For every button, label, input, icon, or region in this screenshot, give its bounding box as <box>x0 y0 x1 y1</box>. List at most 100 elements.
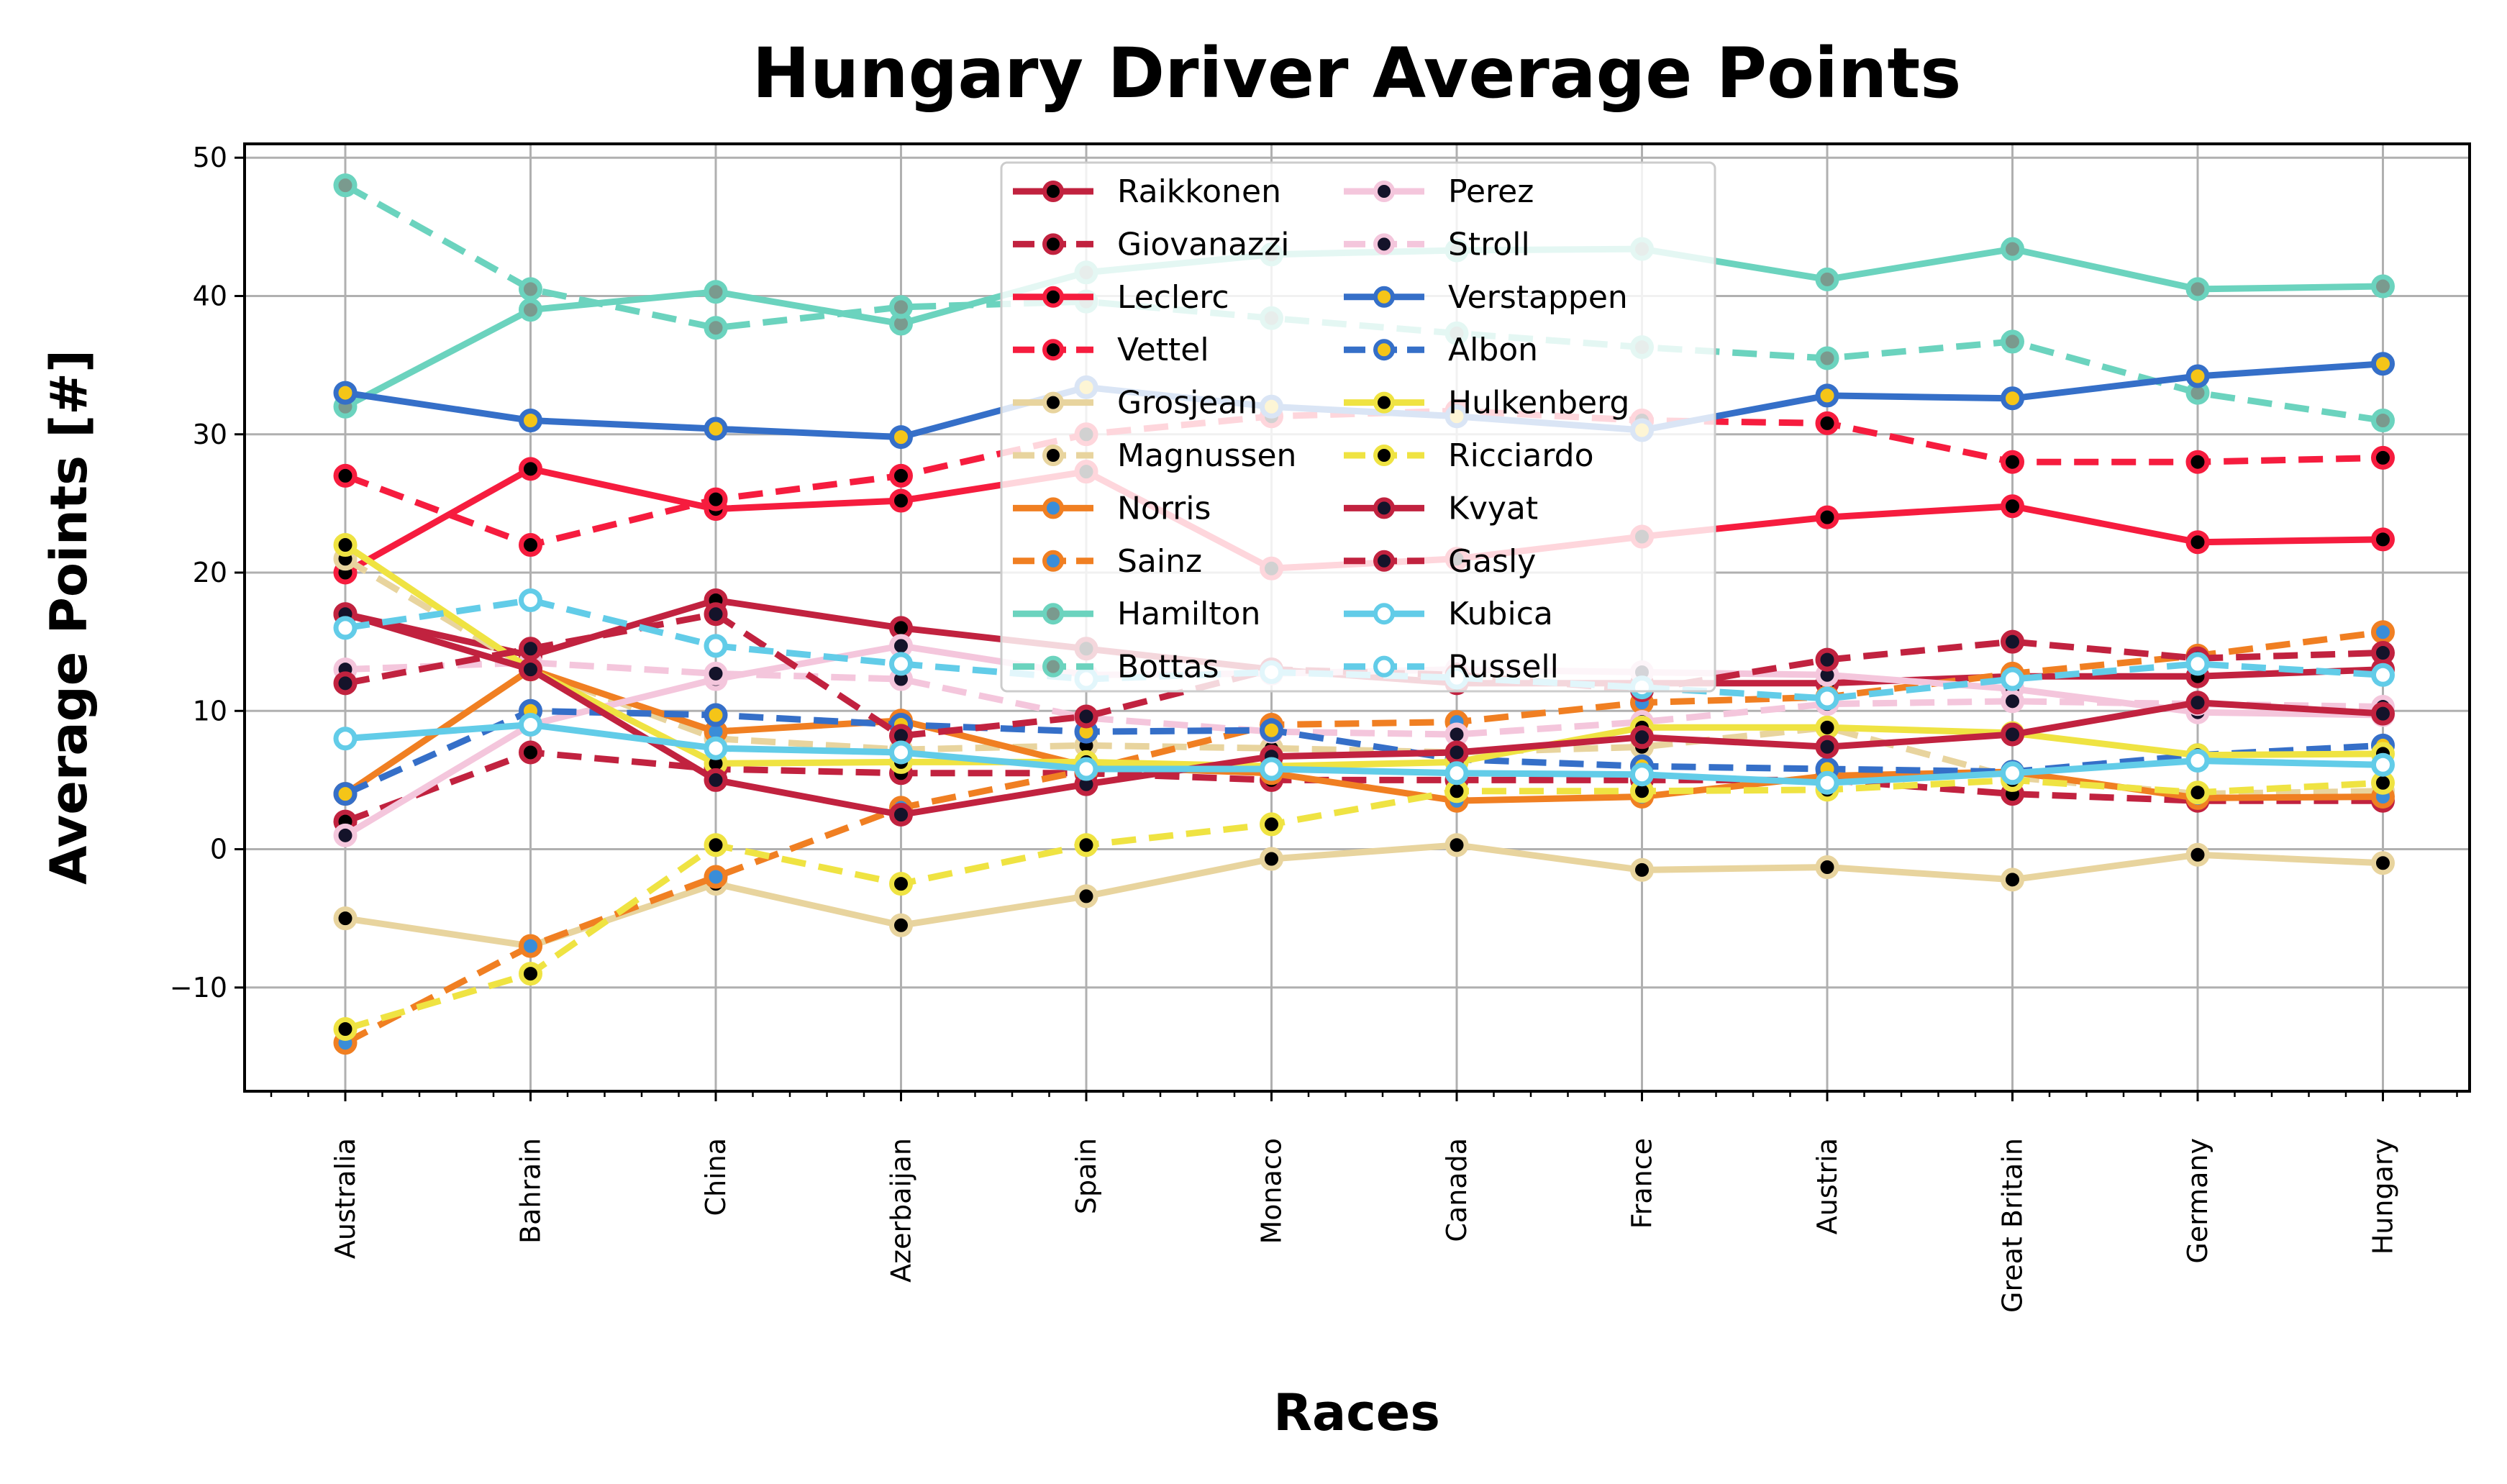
point-leclerc <box>519 457 542 481</box>
series-kubica <box>333 713 2395 795</box>
point-leclerc <box>2001 494 2024 519</box>
legend-label: Hulkenberg <box>1448 385 1629 422</box>
point-kvyat <box>2185 691 2210 715</box>
x-tick-label: Hungary <box>2367 1138 2399 1255</box>
point-grosjean <box>889 913 913 937</box>
chart-title: Hungary Driver Average Points <box>752 33 1962 114</box>
point-kvyat <box>2001 722 2024 747</box>
point-verstappen <box>889 425 913 450</box>
point-ricciardo <box>2185 780 2210 805</box>
point-kubica <box>519 713 542 737</box>
x-tick-label: Great Britain <box>1997 1138 2029 1313</box>
point-sainz <box>519 934 542 958</box>
legend-marker <box>1042 286 1064 308</box>
y-axis-label: Average Points [#] <box>40 350 99 885</box>
legend-label: Vettel <box>1117 332 1209 368</box>
x-tick-label: Australia <box>329 1138 361 1259</box>
point-bottas <box>2371 409 2395 433</box>
series-line-stroll <box>345 659 2383 738</box>
point-hulkenberg <box>333 533 358 557</box>
x-tick-label: China <box>700 1138 732 1216</box>
legend-marker <box>1042 233 1064 255</box>
point-ricciardo <box>704 833 728 857</box>
point-perez <box>333 823 358 847</box>
y-tick-label: 40 <box>193 280 227 311</box>
point-kubica <box>1260 757 1283 781</box>
point-sainz <box>2371 620 2395 645</box>
legend-entry-norris: Norris <box>1013 490 1211 527</box>
point-gasly <box>2371 641 2395 665</box>
point-grosjean <box>2001 868 2024 892</box>
legend-marker <box>1042 603 1064 625</box>
legend-marker <box>1373 391 1395 414</box>
x-tick-label: Bahrain <box>515 1138 547 1244</box>
series-line-sainz <box>343 629 2384 1046</box>
point-hamilton <box>2371 274 2395 299</box>
point-hulkenberg <box>1815 715 1839 739</box>
legend-entry-giovanazzi: Giovanazzi <box>1013 226 1290 263</box>
point-hamilton <box>2185 277 2210 301</box>
point-verstappen <box>1815 383 1839 408</box>
point-vettel <box>2185 450 2210 474</box>
x-tick-label: Spain <box>1070 1138 1102 1214</box>
point-hamilton <box>1815 267 1839 291</box>
legend-label: Verstappen <box>1448 279 1628 316</box>
point-ricciardo <box>333 1016 358 1041</box>
point-vettel <box>2001 450 2024 474</box>
legend-marker <box>1042 391 1064 414</box>
legend-entry-raikkonen: Raikkonen <box>1013 173 1281 210</box>
legend: Raikkonen Giovanazzi Leclerc Vettel Grosjean… <box>1000 161 1716 693</box>
point-sainz <box>704 865 728 889</box>
series-line-ricciardo <box>344 776 2383 1032</box>
legend-entry-kubica: Kubica <box>1344 596 1553 632</box>
point-kubica <box>333 727 358 751</box>
point-kvyat <box>1815 734 1839 759</box>
series-grosjean <box>333 833 2395 958</box>
point-vettel <box>2371 445 2395 470</box>
point-vettel <box>1815 411 1839 435</box>
legend-label: Ricciardo <box>1448 437 1594 474</box>
point-russell <box>889 652 913 676</box>
legend-marker <box>1042 550 1064 572</box>
point-verstappen <box>2185 364 2210 388</box>
point-kvyat <box>2371 701 2395 726</box>
point-kubica <box>2371 752 2395 777</box>
point-russell <box>1815 686 1839 711</box>
legend-label: Hamilton <box>1117 596 1260 632</box>
legend-entry-grosjean: Grosjean <box>1013 385 1257 422</box>
legend-marker <box>1373 550 1395 572</box>
y-tick-label: 50 <box>193 142 227 173</box>
series-kvyat <box>333 602 2395 827</box>
point-vettel <box>333 463 358 488</box>
point-albon <box>1260 718 1283 742</box>
legend-label: Raikkonen <box>1117 173 1281 210</box>
point-kvyat <box>704 768 728 792</box>
legend-marker <box>1373 445 1395 466</box>
point-gasly <box>1815 647 1839 672</box>
legend-marker <box>1373 181 1395 202</box>
series-line-albon <box>344 707 2383 797</box>
legend-entry-bottas: Bottas <box>1013 649 1219 686</box>
legend-label: Perez <box>1448 173 1534 210</box>
point-russell <box>704 634 728 658</box>
series-line-giovanazzi <box>344 749 2383 825</box>
legend-entry-russell: Russell <box>1344 649 1559 686</box>
point-gasly <box>519 637 542 661</box>
series-line-kvyat <box>344 611 2383 818</box>
point-kvyat <box>889 802 913 827</box>
point-kubica <box>2185 748 2210 773</box>
point-stroll <box>2001 689 2024 714</box>
point-gasly <box>1074 704 1098 729</box>
legend-marker <box>1373 603 1395 625</box>
point-kvyat <box>519 657 542 682</box>
y-tick-label: 20 <box>193 557 227 588</box>
legend-label: Giovanazzi <box>1117 226 1290 263</box>
legend-entry-hulkenberg: Hulkenberg <box>1344 385 1629 422</box>
legend-marker <box>1042 445 1064 466</box>
point-russell <box>333 616 358 640</box>
series-line-vettel <box>344 407 2383 549</box>
point-hamilton <box>2001 237 2024 261</box>
point-russell <box>2185 652 2210 676</box>
point-kubica <box>1444 761 1469 786</box>
